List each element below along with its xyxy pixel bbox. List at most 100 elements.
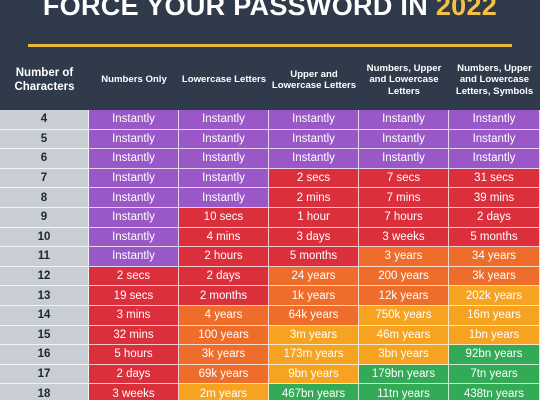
crack-time-cell: Instantly	[269, 149, 359, 169]
crack-time-cell: 4 years	[179, 305, 269, 326]
title-underline	[28, 44, 512, 47]
crack-time-cell: 9bn years	[269, 364, 359, 385]
password-time-table: 4 Instantly Instantly Instantly Instantly Ins…	[0, 110, 540, 400]
crack-time-cell: 179bn years	[359, 364, 449, 385]
crack-time-cell: Instantly	[89, 207, 179, 228]
crack-time-cell: 19 secs	[89, 286, 179, 306]
crack-time-cell: Instantly	[179, 110, 269, 130]
crack-time-cell: 2 months	[179, 286, 269, 306]
character-count-cell: 12	[0, 266, 89, 287]
title-main: FORCE YOUR PASSWORD IN	[42, 0, 436, 21]
crack-time-cell: Instantly	[89, 129, 179, 150]
crack-time-cell: Instantly	[359, 149, 449, 169]
crack-time-cell: 3 days	[269, 227, 359, 248]
character-count-cell: 4	[0, 110, 89, 130]
crack-time-cell: 7 hours	[359, 207, 449, 228]
crack-time-cell: 3 years	[359, 247, 449, 267]
crack-time-cell: 64k years	[269, 305, 359, 326]
crack-time-cell: 46m years	[359, 325, 449, 346]
character-count-cell: 7	[0, 168, 89, 189]
crack-time-cell: 2 days	[179, 266, 269, 287]
character-count-cell: 17	[0, 364, 89, 385]
crack-time-cell: 202k years	[449, 286, 540, 306]
crack-time-cell: Instantly	[179, 188, 269, 208]
crack-time-cell: 467bn years	[269, 384, 359, 400]
crack-time-cell: 4 mins	[179, 227, 269, 248]
character-count-cell: 15	[0, 325, 89, 346]
crack-time-cell: 3 mins	[89, 305, 179, 326]
crack-time-cell: Instantly	[179, 149, 269, 169]
crack-time-cell: Instantly	[89, 149, 179, 169]
crack-time-cell: Instantly	[89, 168, 179, 189]
crack-time-cell: 7 mins	[359, 188, 449, 208]
crack-time-cell: Instantly	[269, 110, 359, 130]
crack-time-cell: 750k years	[359, 305, 449, 326]
crack-time-cell: 34 years	[449, 247, 540, 267]
crack-time-cell: 3k years	[179, 345, 269, 365]
crack-time-cell: 5 hours	[89, 345, 179, 365]
character-count-cell: 11	[0, 247, 89, 267]
crack-time-cell: 92bn years	[449, 345, 540, 365]
crack-time-cell: Instantly	[269, 129, 359, 150]
title-year: 2022	[435, 0, 498, 21]
crack-time-cell: 24 years	[269, 266, 359, 287]
crack-time-cell: 2m years	[179, 384, 269, 400]
header-number-of-characters: Number of Characters	[14, 67, 75, 93]
page-title: FORCE YOUR PASSWORD IN 2022	[0, 0, 540, 31]
header-numbers-upper-lowercase: Numbers, Upper and Lowercase Letters	[366, 62, 442, 97]
crack-time-cell: Instantly	[89, 227, 179, 248]
crack-time-cell: 11tn years	[359, 384, 449, 400]
crack-time-cell: 2 days	[449, 207, 540, 228]
crack-time-cell: Instantly	[89, 110, 179, 130]
crack-time-cell: 7 secs	[359, 168, 449, 189]
crack-time-cell: 32 mins	[89, 325, 179, 346]
character-count-cell: 13	[0, 286, 89, 306]
crack-time-cell: 100 years	[179, 325, 269, 346]
crack-time-cell: 16m years	[449, 305, 540, 326]
crack-time-cell: 12k years	[359, 286, 449, 306]
character-count-cell: 5	[0, 129, 89, 150]
crack-time-cell: Instantly	[89, 188, 179, 208]
crack-time-cell: Instantly	[359, 110, 449, 130]
character-count-cell: 18	[0, 384, 89, 400]
crack-time-cell: 2 days	[89, 364, 179, 385]
crack-time-cell: 1 hour	[269, 207, 359, 228]
crack-time-cell: 3k years	[449, 266, 540, 287]
character-count-cell: 9	[0, 207, 89, 228]
crack-time-cell: 69k years	[179, 364, 269, 385]
crack-time-cell: Instantly	[449, 149, 540, 169]
header-upper-lowercase: Upper and Lowercase Letters	[271, 68, 357, 92]
crack-time-cell: Instantly	[449, 129, 540, 150]
crack-time-cell: Instantly	[89, 247, 179, 267]
crack-time-cell: 2 secs	[269, 168, 359, 189]
character-count-cell: 16	[0, 345, 89, 365]
crack-time-cell: 31 secs	[449, 168, 540, 189]
character-count-cell: 6	[0, 149, 89, 169]
crack-time-cell: 2 mins	[269, 188, 359, 208]
crack-time-cell: 3 weeks	[359, 227, 449, 248]
crack-time-cell: Instantly	[449, 110, 540, 130]
crack-time-cell: 173m years	[269, 345, 359, 365]
crack-time-cell: 2 hours	[179, 247, 269, 267]
crack-time-cell: 5 months	[449, 227, 540, 248]
header-lowercase-letters: Lowercase Letters	[181, 74, 267, 86]
header-numbers-upper-lowercase-symbols: Numbers, Upper and Lowercase Letters, Sy…	[455, 62, 534, 97]
character-count-cell: 10	[0, 227, 89, 248]
crack-time-cell: 438tn years	[449, 384, 540, 400]
crack-time-cell: Instantly	[179, 129, 269, 150]
header-numbers-only: Numbers Only	[101, 74, 167, 86]
character-count-cell: 14	[0, 305, 89, 326]
crack-time-cell: 2 secs	[89, 266, 179, 287]
crack-time-cell: 5 months	[269, 247, 359, 267]
crack-time-cell: 1bn years	[449, 325, 540, 346]
crack-time-cell: 200 years	[359, 266, 449, 287]
crack-time-cell: 3 weeks	[89, 384, 179, 400]
crack-time-cell: 10 secs	[179, 207, 269, 228]
crack-time-cell: 3m years	[269, 325, 359, 346]
crack-time-cell: 39 mins	[449, 188, 540, 208]
crack-time-cell: Instantly	[179, 168, 269, 189]
character-count-cell: 8	[0, 188, 89, 208]
crack-time-cell: 1k years	[269, 286, 359, 306]
crack-time-cell: 3bn years	[359, 345, 449, 365]
crack-time-cell: 7tn years	[449, 364, 540, 385]
